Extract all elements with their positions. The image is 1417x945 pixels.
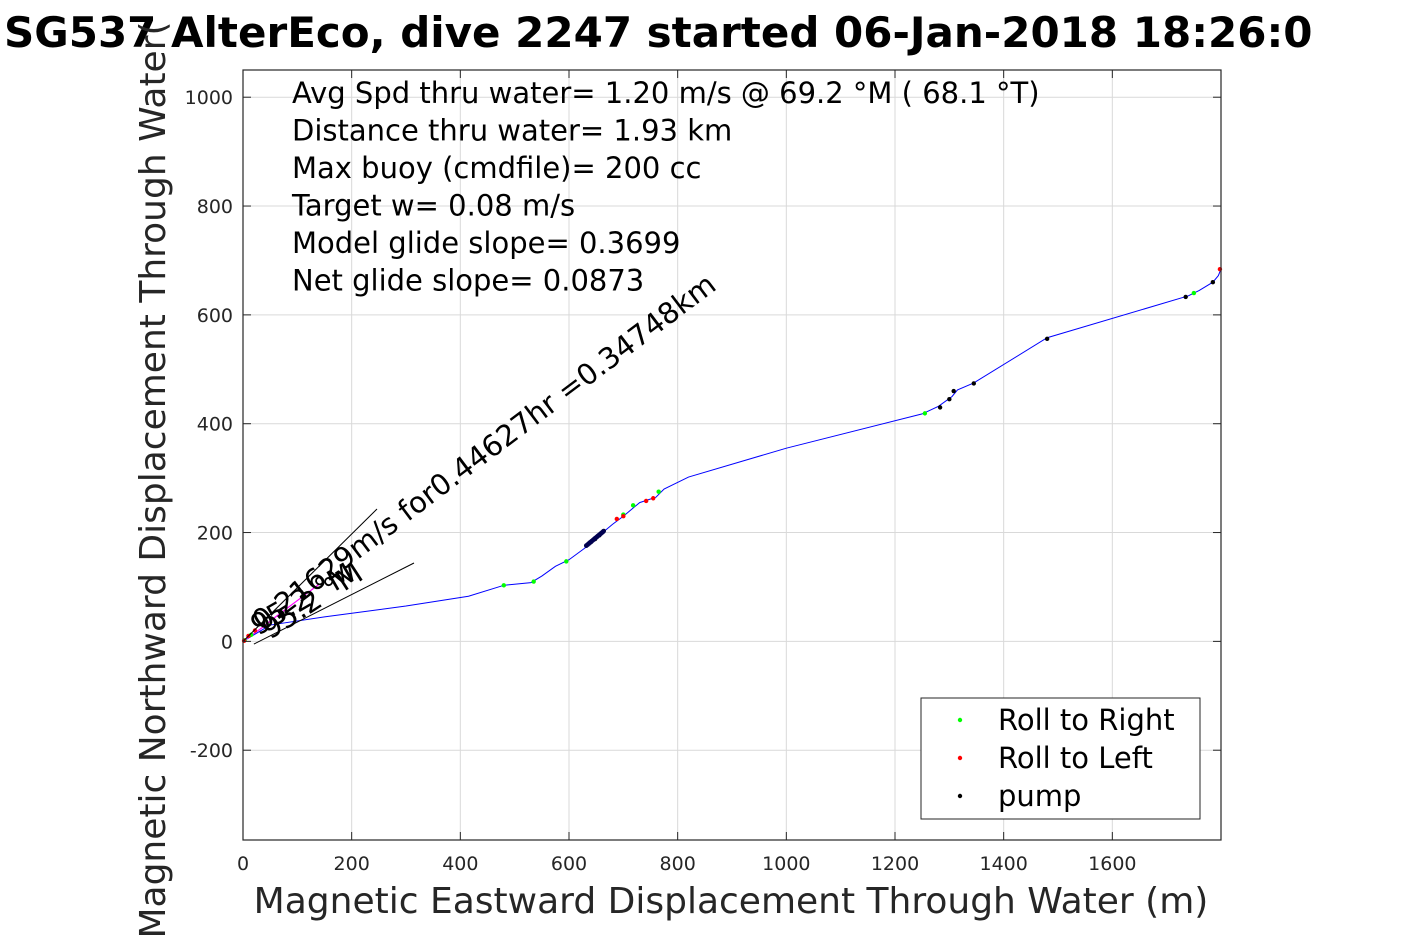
y-tick-label: 800	[197, 196, 233, 218]
marker-pump	[1183, 294, 1188, 300]
marker-pump	[971, 381, 976, 386]
y-tick-label: 600	[197, 305, 233, 327]
x-tick-label: 600	[551, 853, 587, 875]
marker-roll-to-right	[564, 559, 569, 564]
annotation-line: Net glide slope= 0.0873	[292, 264, 644, 298]
marker-roll-to-left	[643, 498, 649, 504]
y-tick-label: 1000	[185, 87, 233, 109]
legend-box	[920, 697, 1201, 820]
marker-pump	[1044, 336, 1050, 342]
legend-marker	[957, 717, 963, 723]
x-tick-label: 800	[660, 853, 696, 875]
chart-title: SG537 AlterEco, dive 2247 started 06-Jan…	[4, 8, 1312, 57]
marker-layer	[241, 266, 1223, 644]
x-tick-label: 0	[237, 853, 249, 875]
track-line	[242, 268, 1222, 642]
annotation-line: Avg Spd thru water= 1.20 m/s @ 69.2 °M (…	[292, 76, 1040, 110]
legend-marker	[957, 793, 963, 799]
series-layer	[242, 268, 1222, 642]
y-tick-label: 200	[197, 523, 233, 545]
legend-entry: Roll to Right	[998, 703, 1175, 737]
x-tick-label: 1200	[871, 853, 919, 875]
annotation-block: Avg Spd thru water= 1.20 m/s @ 69.2 °M (…	[291, 76, 1040, 298]
marker-roll-to-right	[531, 579, 536, 584]
y-axis-label: Magnetic Northward Displacement Through …	[133, 21, 174, 938]
marker-pump	[947, 397, 952, 402]
marker-pump	[1210, 280, 1216, 285]
y-tick-label: -200	[190, 740, 233, 762]
y-tick-label: 400	[197, 414, 233, 436]
legend-entry: pump	[998, 779, 1081, 813]
marker-roll-to-right	[656, 489, 661, 494]
marker-roll-to-left	[252, 628, 258, 633]
annotation-line: Max buoy (cmdfile)= 200 cc	[292, 151, 701, 185]
axis-ticks: 0 200 400 600 800 1000 1200 1400 1600 -200 0 200 400…	[185, 70, 1221, 875]
annotation-line: Distance thru water= 1.93 km	[292, 114, 732, 148]
marker-pump	[951, 388, 956, 394]
x-tick-label: 1400	[979, 853, 1027, 875]
marker-roll-to-right	[501, 583, 506, 588]
y-tick-label: 0	[221, 631, 233, 653]
marker-roll-to-right	[630, 503, 636, 508]
x-tick-label: 400	[442, 853, 478, 875]
marker-roll-to-left	[651, 496, 656, 501]
annotation-line: Target w= 0.08 m/s	[291, 189, 575, 223]
grid	[242, 70, 1221, 840]
plot-area-frame	[242, 69, 1222, 841]
wedge-line-upper	[242, 508, 378, 642]
marker-pump	[600, 529, 606, 534]
legend-entry: Roll to Left	[998, 741, 1153, 775]
legend: Roll to Right Roll to Left pump	[920, 697, 1201, 820]
legend-marker	[957, 755, 963, 761]
marker-roll-to-left	[614, 516, 620, 522]
wedge-line-lower	[253, 562, 415, 645]
marker-roll-to-left	[621, 514, 626, 519]
annotation-line: Model glide slope= 0.3699	[292, 226, 680, 260]
marker-pump	[937, 405, 943, 410]
x-tick-label: 1000	[762, 853, 810, 875]
x-axis-label: Magnetic Eastward Displacement Through W…	[254, 881, 1209, 922]
marker-roll-to-right	[922, 411, 928, 416]
x-tick-label: 1600	[1088, 853, 1136, 875]
marker-roll-to-right	[1191, 290, 1197, 296]
x-tick-label: 200	[334, 853, 370, 875]
